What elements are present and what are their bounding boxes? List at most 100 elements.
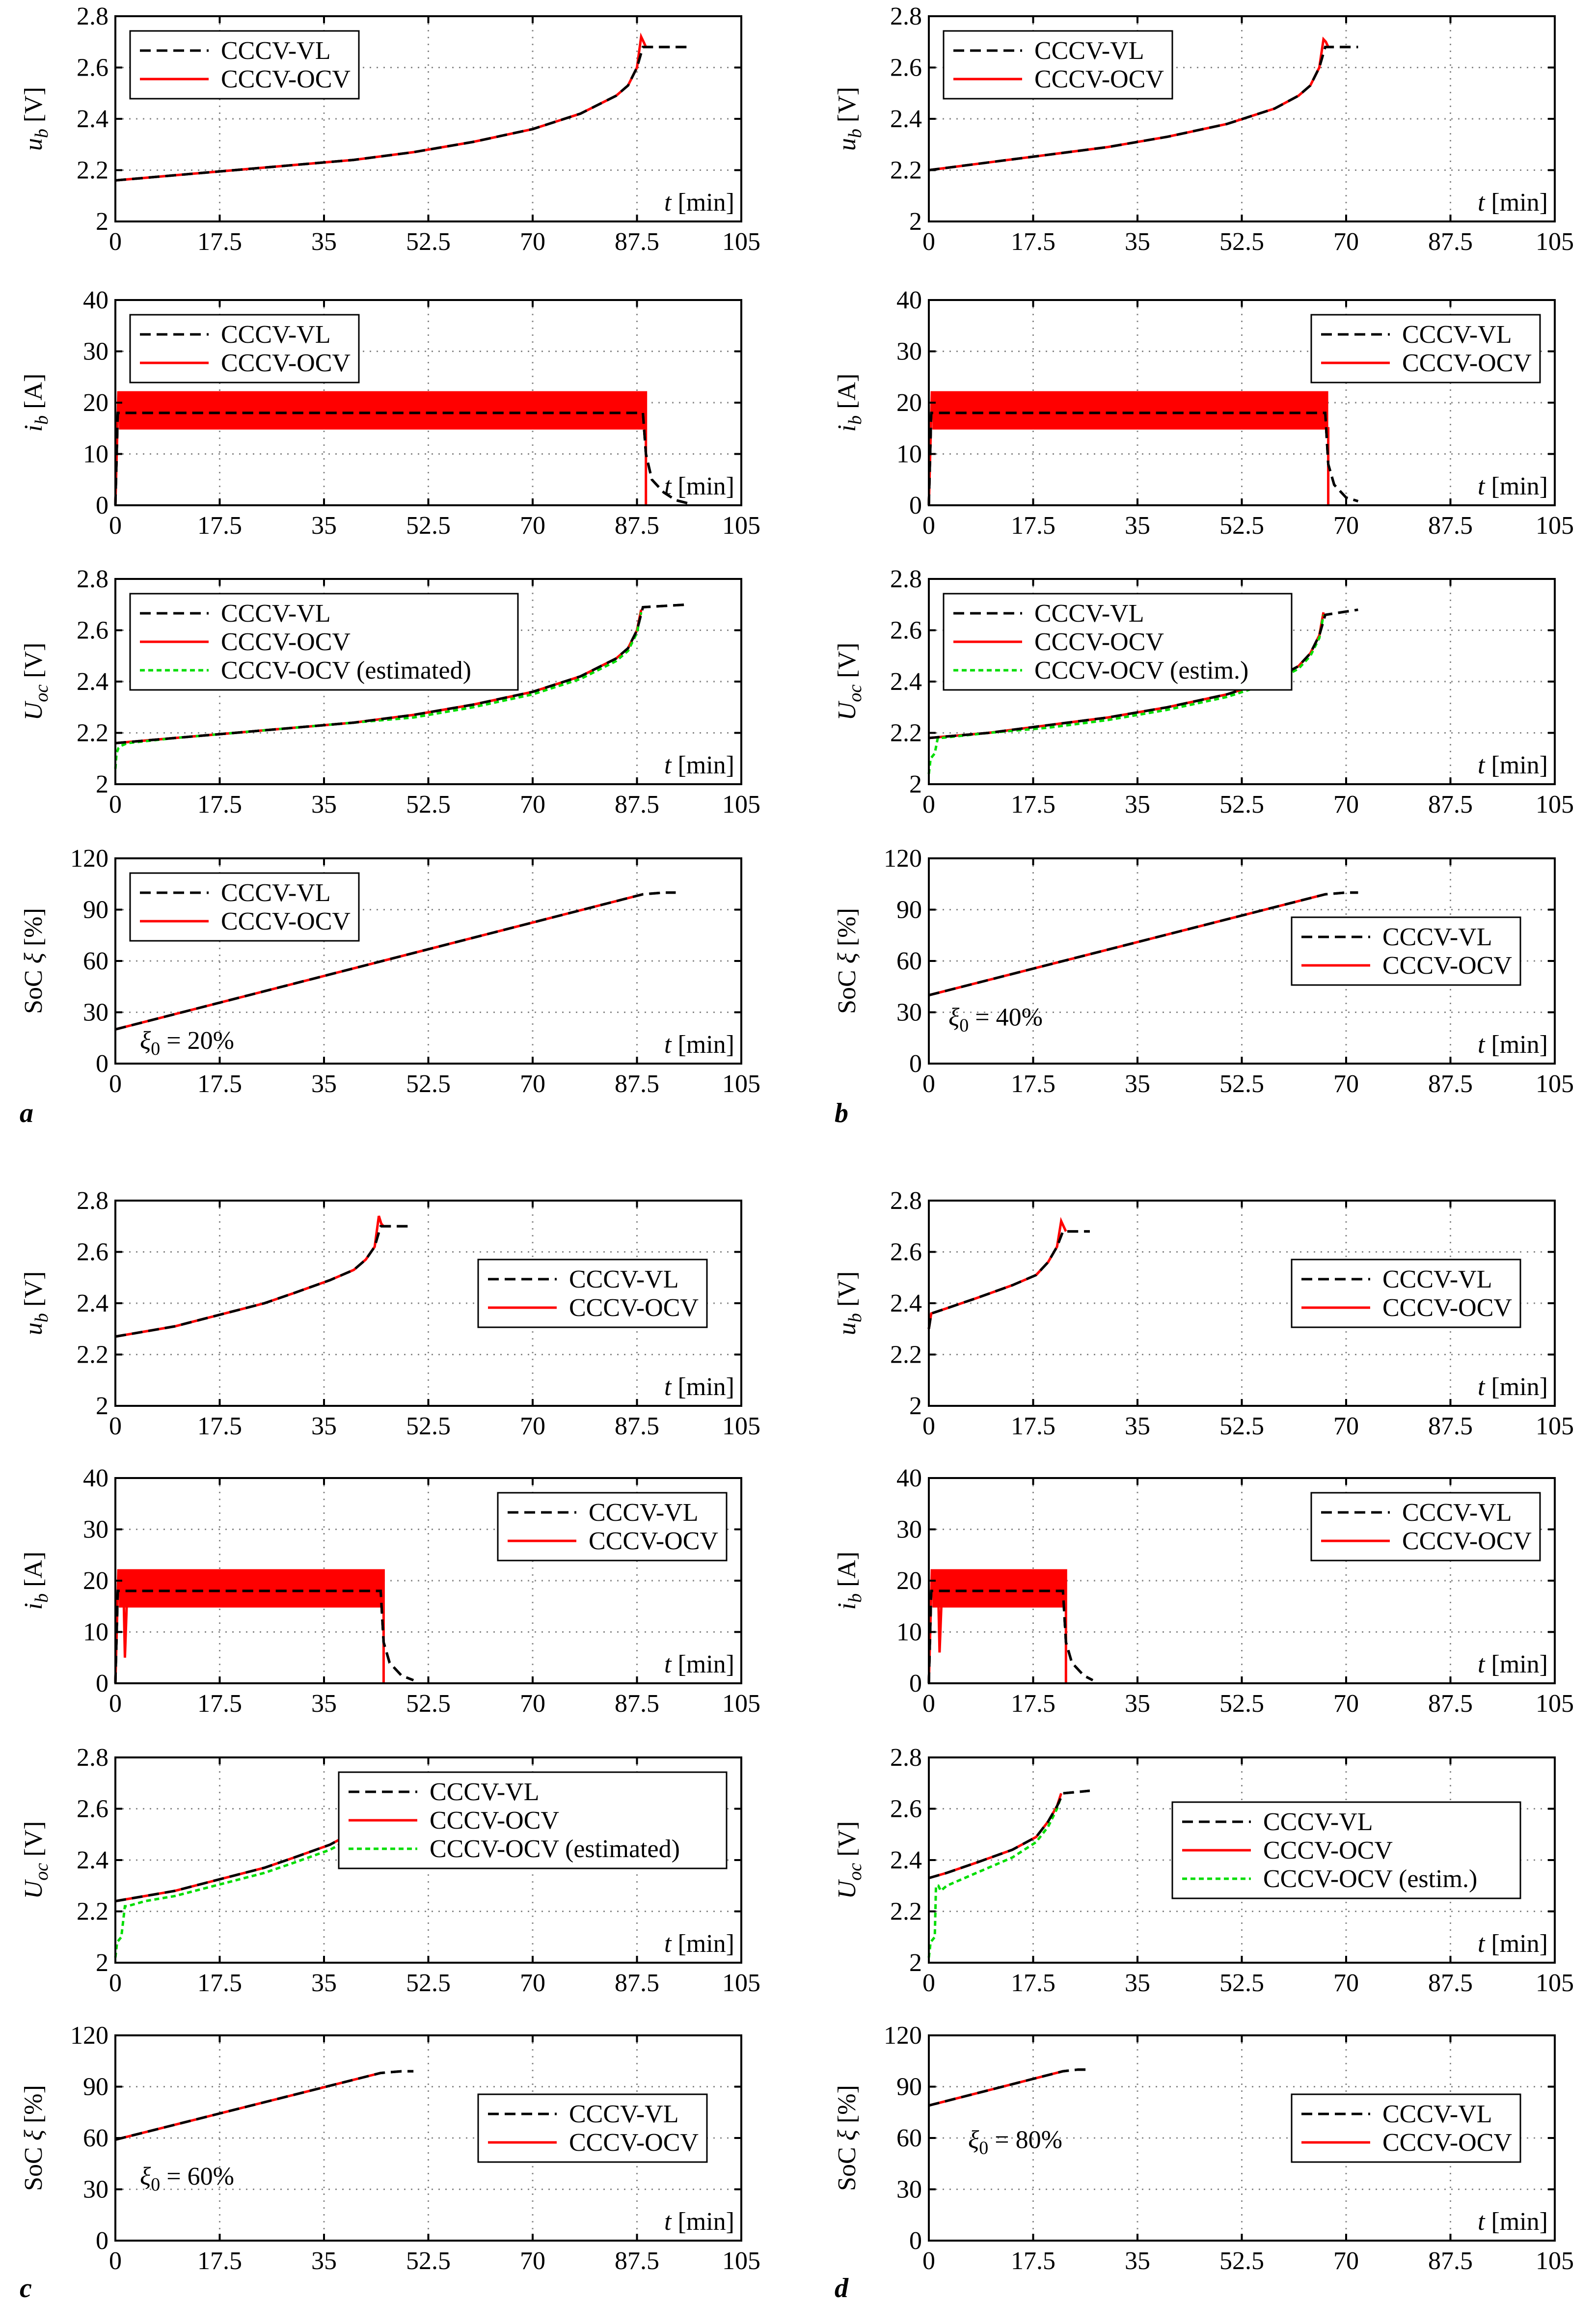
y-tick-label: 2 [909,1949,922,1977]
x-tick-label: 17.5 [1011,1070,1055,1098]
legend-box [943,30,1173,100]
x-tick-label: 17.5 [197,1070,242,1098]
x-tick-label: 35 [311,1070,337,1098]
subplot-b-ib: 0 17.5 35 52.5 70 87.5 105 0 10 20 30 40 ib [A] t [mi… [833,286,1574,540]
x-tick-label: 17.5 [197,1412,242,1440]
x-tick-label: 0 [922,228,935,256]
x-axis-label: t [min] [1478,1930,1548,1958]
legend-label: CCCV-OCV (estimated) [430,1835,680,1863]
subplot-b-uoc: 0 17.5 35 52.5 70 87.5 105 2 2.2 2.4 2.6 2.8 Uoc [V]… [833,565,1574,819]
x-tick-label: 35 [1125,1412,1150,1440]
y-tick-label: 30 [896,999,922,1027]
y-tick-label: 10 [83,440,108,468]
y-tick-label: 2.2 [77,1341,108,1369]
series-dip [936,1570,943,1653]
series-CCCV-VL-overlay [114,1589,414,1684]
legend-label: CCCV-OCV [1382,952,1512,980]
legend-label: CCCV-VL [1382,923,1492,951]
y-tick-label: 40 [83,286,108,314]
x-tick-label: 0 [109,791,122,819]
legend-label: CCCV-VL [221,321,330,349]
y-tick-label: 30 [83,2176,108,2204]
y-tick-label: 2.8 [77,565,108,593]
y-axis-label: SoC ξ [%] [20,908,48,1014]
x-axis-label: t [min] [1478,1031,1548,1059]
y-tick-label: 0 [96,1670,108,1698]
x-axis-label: t [min] [1478,751,1548,779]
x-tick-label: 105 [1536,2247,1574,2275]
y-tick-label: 2.6 [77,617,108,645]
y-tick-label: 60 [83,947,108,975]
x-tick-label: 52.5 [406,791,451,819]
x-tick-label: 35 [1125,1969,1150,1997]
x-tick-label: 35 [1125,1690,1150,1718]
x-tick-label: 105 [722,1412,760,1440]
legend-box [129,872,360,942]
y-tick-label: 2.6 [77,54,108,82]
x-axis-label: t [min] [1478,472,1548,500]
series-CCCV-VL [927,1230,1090,1329]
y-tick-label: 2 [909,1392,922,1420]
y-tick-label: 2.2 [77,157,108,185]
series-dip [122,1570,128,1658]
series-CCCV-VL [115,1225,414,1338]
y-tick-label: 2.4 [890,105,922,133]
y-tick-label: 2 [96,1949,108,1977]
y-tick-label: 10 [896,440,922,468]
x-tick-label: 17.5 [1011,228,1055,256]
subplot-a-ib: 0 17.5 35 52.5 70 87.5 105 0 10 20 30 40 ib [A] t [mi… [20,286,760,540]
series-CCCV-VL-overlay [115,603,688,744]
y-tick-label: 2.8 [890,1744,922,1772]
series-CCCV-OCV (estim.) [927,1795,1062,1958]
x-tick-label: 87.5 [615,228,659,256]
y-tick-label: 0 [96,2227,108,2255]
x-tick-label: 87.5 [1428,1412,1473,1440]
panel-label: c [20,2273,32,2302]
x-tick-label: 70 [520,1690,545,1718]
x-tick-label: 0 [922,1412,935,1440]
x-tick-label: 105 [722,791,760,819]
legend-box [1310,1492,1541,1562]
y-axis-label: ib [A] [833,1552,866,1610]
y-axis-label: ub [V] [20,87,52,151]
y-axis-label: ib [A] [833,374,866,432]
y-tick-label: 2.2 [890,719,922,747]
y-tick-label: 90 [83,896,108,924]
x-tick-label: 17.5 [1011,512,1055,540]
legend-label: CCCV-VL [221,600,330,628]
y-axis-label: ub [V] [833,87,866,151]
legend-label: CCCV-OCV [1263,1836,1393,1864]
y-tick-label: 2 [96,770,108,798]
subplot-d-ib: 0 17.5 35 52.5 70 87.5 105 0 10 20 30 40 ib [A] t [mi… [833,1464,1574,1718]
panel-label: b [835,1098,848,1128]
y-tick-label: 30 [896,2176,922,2204]
legend-label: CCCV-OCV [1034,628,1164,656]
subplot-c-ib: 0 17.5 35 52.5 70 87.5 105 0 10 20 30 40 ib [A] t [mi… [20,1464,760,1718]
y-tick-label: 20 [83,389,108,417]
y-tick-label: 60 [896,947,922,975]
x-tick-label: 105 [1536,791,1574,819]
x-tick-label: 70 [520,1412,545,1440]
y-tick-label: 2.6 [890,1795,922,1823]
y-tick-label: 2.4 [77,668,108,696]
y-tick-label: 40 [83,1464,108,1492]
x-tick-label: 87.5 [1428,1070,1473,1098]
y-tick-label: 30 [896,338,922,366]
x-tick-label: 17.5 [1011,791,1055,819]
x-tick-label: 87.5 [1428,1969,1473,1997]
x-axis-label: t [min] [664,1930,734,1958]
legend-label: CCCV-OCV [1382,2129,1512,2157]
series-CCCV-VL-overlay [928,891,1358,997]
legend-label: CCCV-VL [1402,1499,1512,1527]
x-tick-label: 70 [520,228,545,256]
x-tick-label: 70 [1333,2247,1359,2275]
x-tick-label: 17.5 [197,1969,242,1997]
series-CCCV-VL-overlay [928,46,1358,171]
